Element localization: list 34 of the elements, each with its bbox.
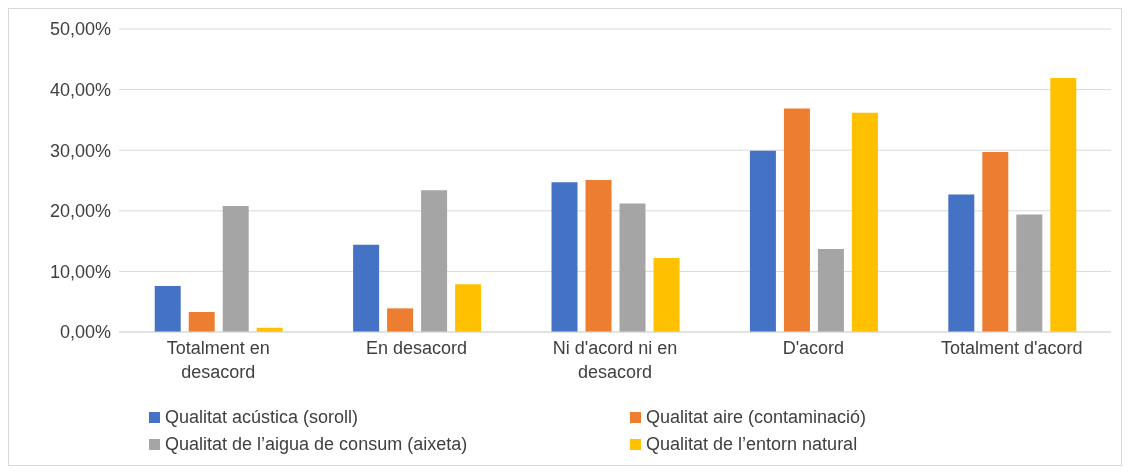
bar (188, 312, 215, 332)
bar (817, 248, 844, 332)
bar (551, 182, 578, 332)
bar (154, 285, 181, 332)
bar (455, 284, 482, 332)
legend-label: Qualitat de l’entorn natural (646, 434, 858, 455)
bar (948, 194, 975, 332)
bar (222, 205, 249, 332)
x-tick-label: Totalment d'acord (941, 338, 1083, 358)
bar (1050, 78, 1077, 332)
y-tick-label: 20,00% (49, 201, 111, 222)
y-tick-label: 40,00% (49, 79, 111, 100)
y-tick-label: 50,00% (49, 19, 111, 40)
bar (653, 258, 680, 332)
bar (783, 108, 810, 332)
x-tick-label: D'acord (782, 338, 845, 358)
bar (387, 308, 414, 332)
bar (585, 179, 612, 332)
x-tick-label: En desacord (366, 338, 468, 358)
bar (353, 244, 380, 332)
x-tick-label: Totalment en desacord (166, 338, 270, 382)
legend-label: Qualitat de l’aigua de consum (aixeta) (165, 434, 468, 455)
legend-label: Qualitat aire (contaminació) (646, 407, 867, 428)
bar (421, 190, 448, 332)
y-tick-label: 0,00% (59, 322, 111, 343)
x-tick-label: Ni d'acord ni en desacord (552, 338, 678, 382)
bar (749, 150, 776, 332)
bar (1016, 214, 1043, 332)
bar (851, 112, 878, 332)
y-tick-label: 10,00% (49, 261, 111, 282)
bar (619, 203, 646, 332)
legend-label: Qualitat acústica (soroll) (165, 407, 359, 428)
bar (982, 152, 1009, 332)
y-tick-label: 30,00% (49, 140, 111, 161)
